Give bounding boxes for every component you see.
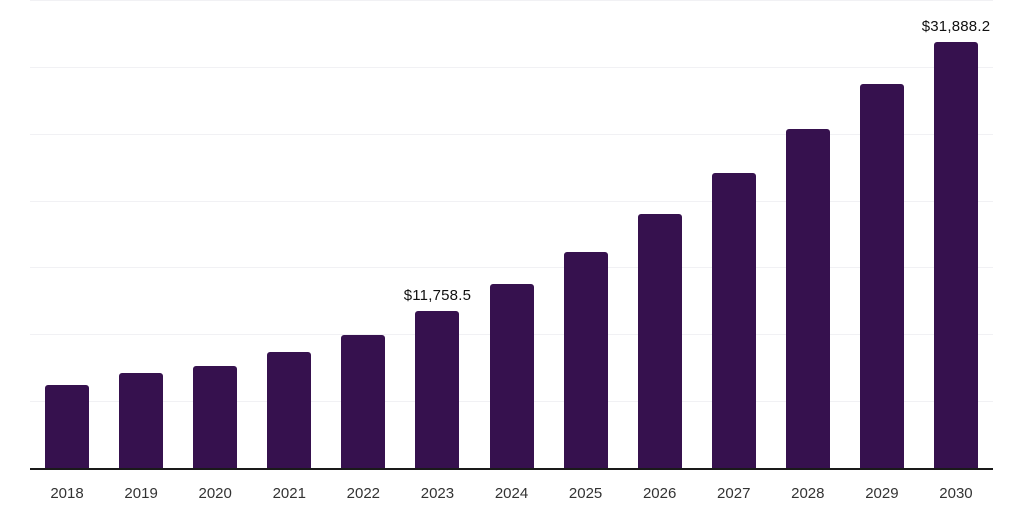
x-tick-2025: 2025 [568, 485, 603, 502]
bar-2025 [563, 251, 608, 468]
x-tick-2022: 2022 [346, 485, 381, 502]
bar-slot-2025 [549, 0, 623, 468]
bar-slot-2019 [104, 0, 178, 468]
bar-slot-2018 [30, 0, 104, 468]
x-tick-2026: 2026 [642, 485, 677, 502]
bar-slot-2020 [178, 0, 252, 468]
x-tick-2028: 2028 [791, 485, 825, 502]
bar-slot-2026 [623, 0, 697, 468]
x-tick-2030: 2030 [939, 485, 973, 502]
x-tick-2020: 2020 [198, 485, 232, 502]
x-tick-2019: 2019 [124, 485, 158, 502]
gridline [30, 200, 993, 202]
bar-2029 [859, 83, 904, 468]
bar-slot-2030: $31,888.2 [919, 0, 993, 468]
bar-2021 [267, 352, 312, 468]
bar-slot-2027 [697, 0, 771, 468]
bar-2027 [711, 173, 756, 468]
bar-slot-2021 [252, 0, 326, 468]
gridline [30, 267, 993, 269]
x-tick-2029: 2029 [865, 485, 899, 502]
plot-area: $11,758.5 $31,888.2 [30, 0, 993, 470]
gridline [30, 0, 993, 1]
x-tick-2024: 2024 [494, 485, 529, 502]
gridline [30, 133, 993, 135]
bar-2022 [341, 334, 386, 468]
bar-slot-2024 [474, 0, 548, 468]
bar-2026 [637, 214, 682, 468]
x-axis-tick-labels: 2018 2019 2020 2021 2022 2023 2024 2025 2026 2027… [30, 470, 993, 512]
bar-2028 [785, 129, 830, 468]
bar-slot-2023: $11,758.5 [400, 0, 474, 468]
bar-2024 [489, 284, 534, 468]
bar-2018 [45, 385, 90, 468]
bar-slot-2022 [326, 0, 400, 468]
bar-2023 [415, 310, 460, 468]
x-tick-2021: 2021 [272, 485, 306, 502]
bar-2020 [193, 366, 238, 468]
x-tick-2027: 2027 [717, 485, 751, 502]
data-label-2023: $11,758.5 [403, 286, 472, 304]
bars-container: $11,758.5 $31,888.2 [30, 0, 993, 468]
gridline [30, 66, 993, 68]
x-tick-2023: 2023 [420, 485, 455, 502]
bar-slot-2029 [845, 0, 919, 468]
bar-slot-2028 [771, 0, 845, 468]
bar-2019 [119, 373, 164, 468]
bar-2030 [933, 41, 978, 468]
data-label-2030: $31,888.2 [921, 17, 991, 35]
x-tick-2018: 2018 [50, 485, 84, 502]
